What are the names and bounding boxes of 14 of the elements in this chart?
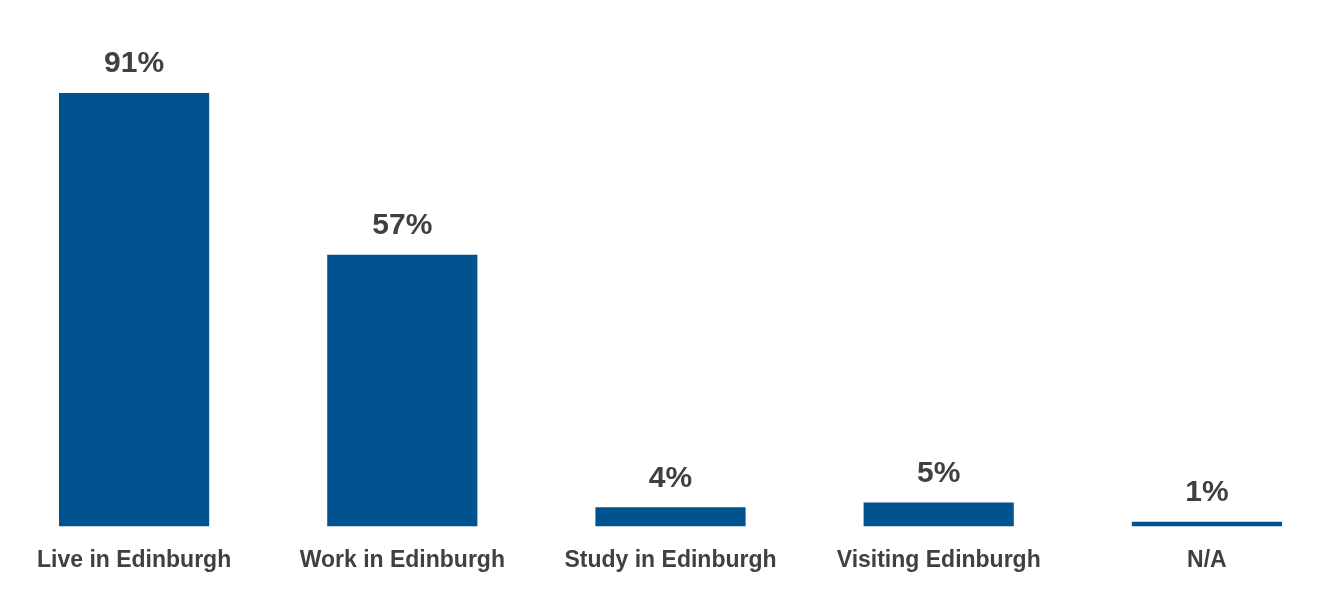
data-label: 4% [648, 459, 693, 493]
data-label: 5% [917, 454, 961, 488]
data-label: 57% [372, 207, 433, 241]
x-tick-label: Visiting Edinburgh [836, 545, 1041, 572]
bar [863, 502, 1014, 527]
x-tick-label: Study in Edinburgh [564, 545, 777, 572]
x-tick-label: Work in Edinburgh [299, 545, 505, 572]
data-label: 1% [1185, 473, 1229, 507]
data-label: 91% [104, 45, 165, 79]
bar [595, 507, 746, 527]
x-tick-label: N/A [1187, 545, 1227, 572]
bar [59, 92, 210, 527]
bar [327, 254, 478, 527]
x-tick-label: Live in Edinburgh [36, 545, 232, 572]
